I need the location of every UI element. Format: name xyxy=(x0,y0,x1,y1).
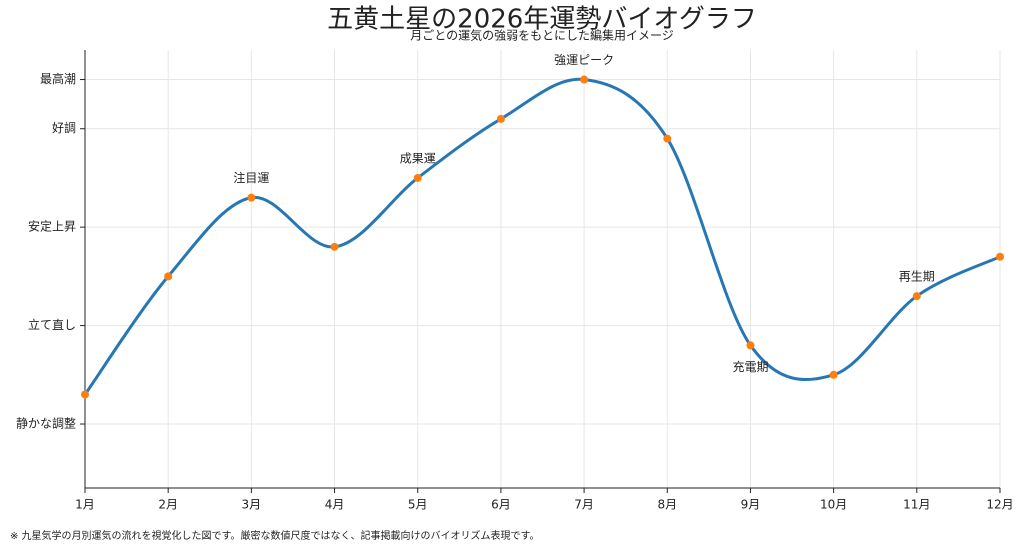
point xyxy=(663,134,672,143)
x-tick-label: 7月 xyxy=(574,498,594,512)
x-tick-label: 2月 xyxy=(158,498,178,512)
x-tick-label: 6月 xyxy=(491,498,511,512)
chart-subtitle: 月ごとの運気の強弱をもとにした編集用イメージ xyxy=(410,28,673,43)
chart-title: 五黄土星の2026年運勢バイオグラフ xyxy=(327,5,757,35)
point-label: 再生期 xyxy=(899,270,935,284)
point xyxy=(81,390,89,399)
x-tick-label: 3月 xyxy=(242,498,262,512)
point-label: 注目運 xyxy=(233,170,269,185)
point xyxy=(247,193,256,202)
x-tick-label: 8月 xyxy=(657,498,677,512)
point xyxy=(912,292,921,301)
y-tick-label: 好調 xyxy=(52,121,76,135)
y-tick-label: 安定上昇 xyxy=(28,219,76,234)
footnote: ※ 九星気学の月別運気の流れを視覚化した図です。厳密な数値尺度ではなく、記事掲載… xyxy=(10,529,540,542)
point xyxy=(413,173,422,182)
x-tick-label: 4月 xyxy=(325,498,345,512)
y-tick-label: 最高潮 xyxy=(40,71,76,86)
point xyxy=(829,370,838,379)
x-tick-label: 1月 xyxy=(75,498,95,512)
point xyxy=(496,114,505,123)
line xyxy=(83,77,1001,396)
point xyxy=(746,341,755,350)
point xyxy=(580,75,589,84)
point-label: 成果運 xyxy=(400,151,436,165)
point-label: 充電期 xyxy=(732,359,768,374)
y-tick-label: 立て直し xyxy=(28,317,76,332)
x-tick-label: 12月 xyxy=(986,498,1013,512)
y-tick-label: 静かな調整 xyxy=(16,416,76,431)
point xyxy=(330,242,339,251)
x-tick-label: 11月 xyxy=(903,498,930,512)
x-tick-label: 5月 xyxy=(408,498,428,512)
point xyxy=(164,272,173,281)
x-tick-label: 10月 xyxy=(820,498,847,512)
point xyxy=(996,252,1004,261)
point-label: 強運ピーク xyxy=(554,53,614,67)
x-tick-label: 9月 xyxy=(741,498,761,512)
